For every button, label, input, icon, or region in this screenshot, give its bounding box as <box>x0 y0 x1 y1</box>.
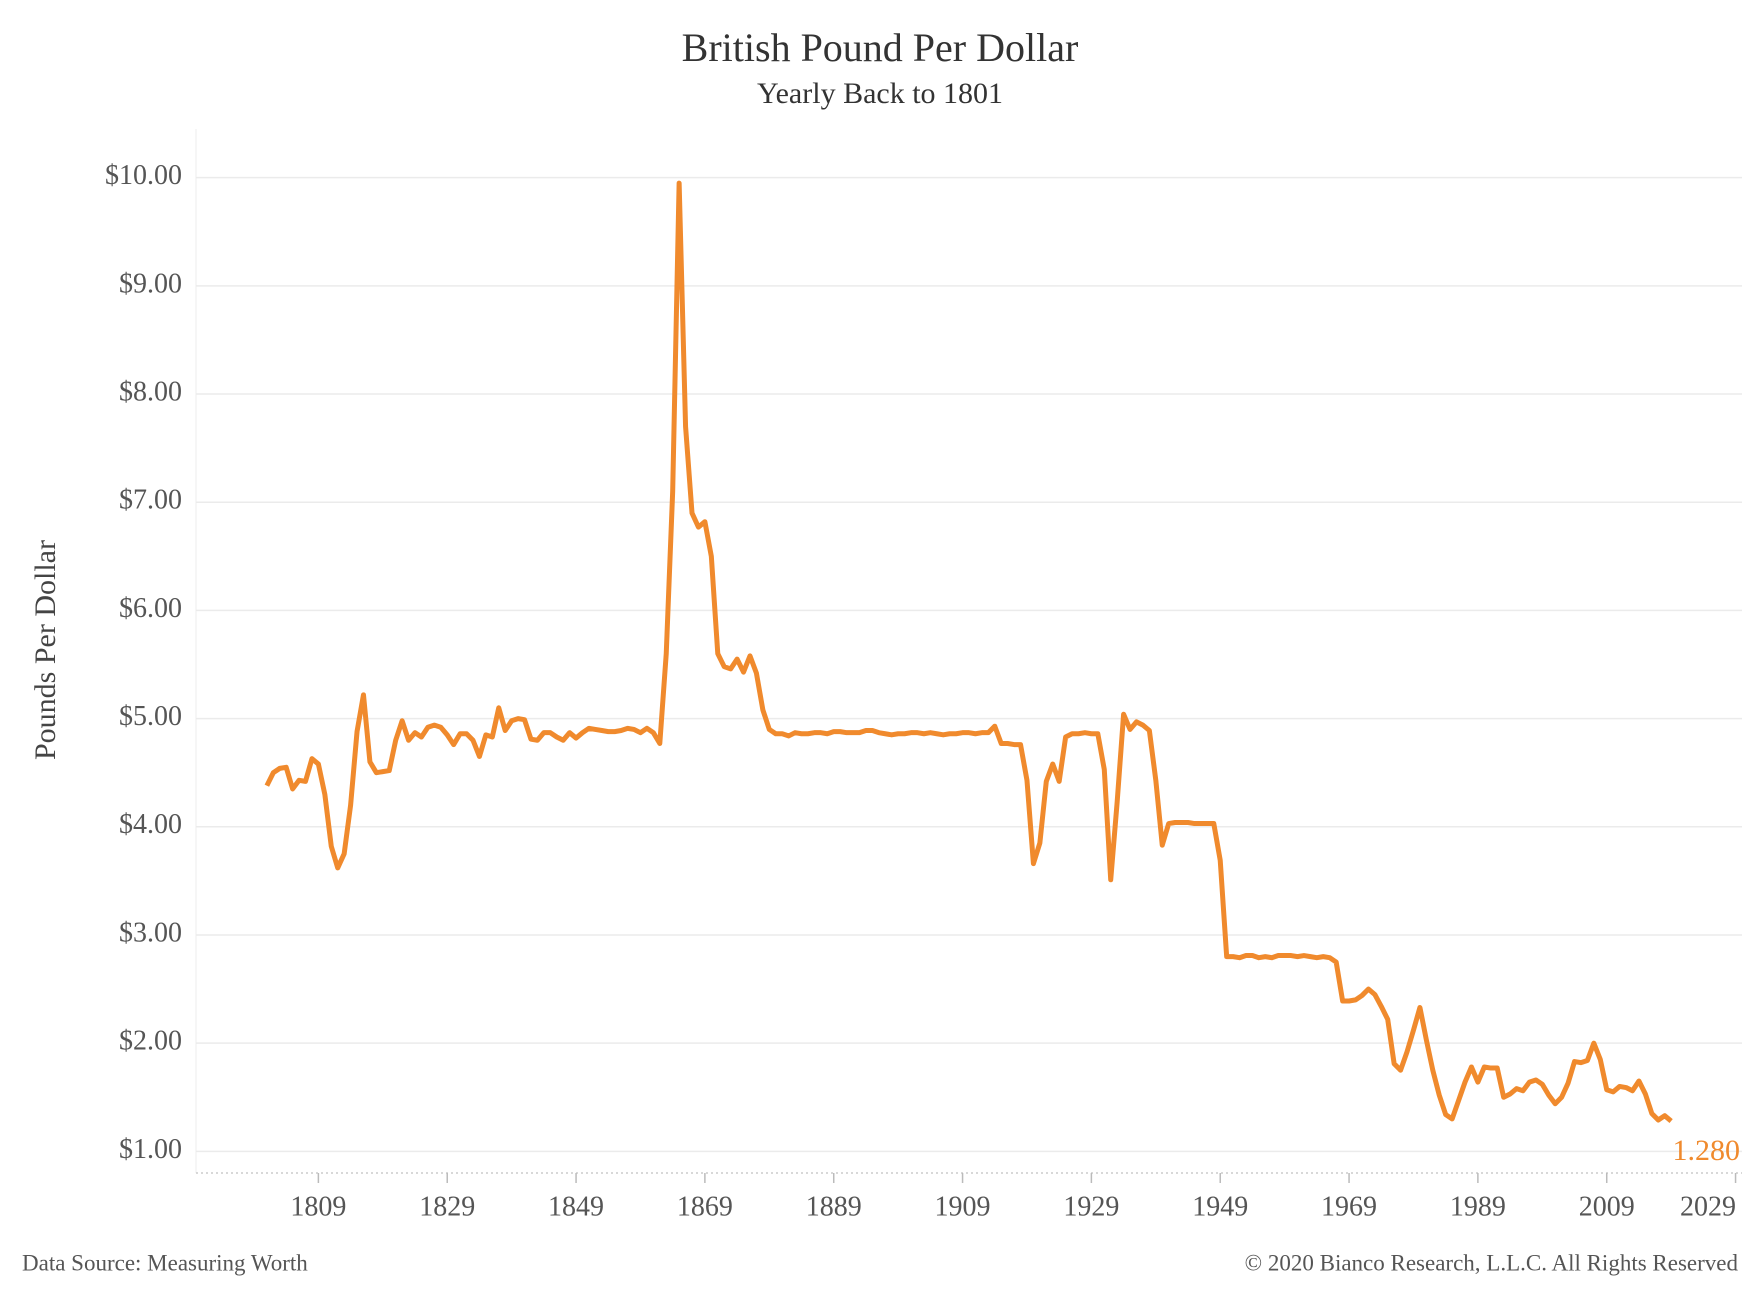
y-tick-label: $10.00 <box>105 160 182 191</box>
x-tick-label: 1949 <box>1192 1191 1248 1222</box>
y-tick-label: $8.00 <box>119 376 182 407</box>
copyright-note: © 2020 Bianco Research, L.L.C. All Right… <box>1245 1250 1739 1275</box>
x-tick-label: 1849 <box>548 1191 604 1222</box>
y-axis-label: Pounds Per Dollar <box>29 540 62 760</box>
x-tick-label: 1829 <box>419 1191 475 1222</box>
source-note: Data Source: Measuring Worth <box>22 1250 308 1275</box>
y-tick-label: $5.00 <box>119 701 182 732</box>
x-tick-label: 2009 <box>1579 1191 1635 1222</box>
x-tick-label: 1969 <box>1321 1191 1377 1222</box>
x-tick-label: 1989 <box>1450 1191 1506 1222</box>
x-tick-label: 1889 <box>806 1191 862 1222</box>
data-line <box>264 180 1673 1123</box>
chart-subtitle: Yearly Back to 1801 <box>757 77 1003 110</box>
x-tick-label: 1809 <box>290 1191 346 1222</box>
y-tick-label: $2.00 <box>119 1026 182 1057</box>
x-tick-label: 1929 <box>1063 1191 1119 1222</box>
y-tick-label: $4.00 <box>119 809 182 840</box>
y-tick-label: $7.00 <box>119 485 182 516</box>
y-tick-label: $9.00 <box>119 268 182 299</box>
y-tick-label: $6.00 <box>119 593 182 624</box>
data-label: 1.280 <box>1673 1134 1741 1167</box>
x-tick-label: 1869 <box>677 1191 733 1222</box>
y-tick-label: $1.00 <box>119 1134 182 1165</box>
x-tick-label: 1909 <box>935 1191 991 1222</box>
y-tick-label: $3.00 <box>119 917 182 948</box>
chart-title: British Pound Per Dollar <box>682 25 1079 70</box>
x-tick-label: 2029 <box>1680 1191 1736 1222</box>
